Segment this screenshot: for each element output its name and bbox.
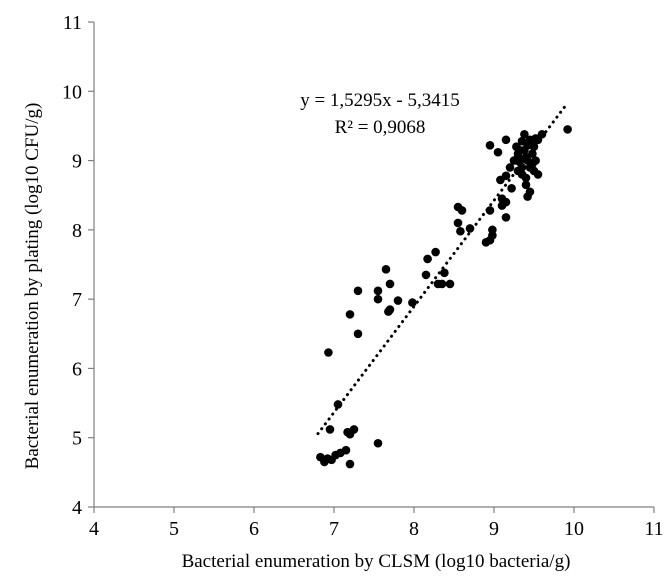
- data-point: [488, 231, 497, 240]
- axes: 4 5 6 7 8 9 10 11 4 5 6 7 8 9 10 11: [62, 12, 664, 540]
- y-tick-label: 6: [72, 358, 82, 380]
- x-tick-label: 10: [564, 518, 584, 540]
- data-point: [343, 427, 352, 437]
- data-point: [345, 310, 355, 319]
- data-point: [493, 147, 503, 157]
- x-tick-label: 9: [489, 518, 499, 540]
- x-tick-label: 6: [249, 518, 259, 540]
- y-tick-label: 10: [62, 81, 82, 103]
- data-point: [325, 425, 335, 434]
- data-point: [457, 206, 467, 215]
- data-point: [513, 152, 523, 162]
- data-point: [373, 286, 383, 296]
- x-axis-title: Bacterial enumeration by CLSM (log10 bac…: [182, 551, 571, 572]
- data-point: [353, 286, 363, 296]
- y-tick-label: 8: [72, 220, 82, 242]
- data-point: [485, 141, 495, 150]
- data-point: [529, 142, 539, 152]
- data-point: [423, 254, 432, 264]
- data-point: [345, 459, 355, 469]
- y-tick-label: 5: [72, 428, 82, 450]
- data-point: [521, 180, 531, 190]
- data-point: [456, 226, 465, 236]
- x-tick-label: 5: [169, 518, 179, 540]
- data-point: [501, 213, 511, 222]
- data-point: [437, 279, 447, 289]
- data-point: [507, 183, 516, 193]
- data-point: [531, 156, 540, 165]
- data-point: [431, 247, 440, 257]
- x-tick-label: 11: [644, 518, 663, 540]
- data-point: [408, 298, 417, 307]
- data-point: [523, 192, 532, 201]
- y-axis-title: Bacterial enumeration by plating (log10 …: [22, 103, 43, 470]
- data-point: [517, 163, 527, 172]
- data-point: [533, 170, 543, 179]
- data-point: [381, 265, 391, 274]
- data-point: [465, 224, 475, 233]
- y-tick-label: 9: [72, 151, 82, 173]
- trendline-equation: y = 1,5295x - 5,3415: [300, 90, 460, 111]
- x-tick-label: 8: [409, 518, 419, 540]
- y-tick-label: 4: [72, 497, 82, 519]
- data-point: [421, 270, 431, 280]
- data-point: [373, 438, 383, 448]
- data-point: [333, 400, 343, 409]
- data-point: [384, 307, 393, 316]
- data-point: [323, 454, 332, 463]
- data-point: [453, 218, 463, 228]
- data-point: [393, 296, 403, 305]
- data-point: [501, 171, 511, 181]
- data-point: [537, 129, 547, 139]
- x-tick-label: 4: [89, 518, 99, 540]
- data-point: [485, 206, 495, 215]
- data-point: [373, 294, 383, 304]
- r-squared-label: R² = 0,9068: [335, 117, 426, 138]
- data-point: [517, 170, 527, 179]
- data-point: [440, 268, 449, 278]
- data-point: [341, 445, 351, 455]
- points-group: [316, 125, 572, 469]
- data-point: [520, 129, 529, 139]
- data-point: [445, 279, 455, 289]
- y-tick-label: 11: [63, 12, 82, 34]
- data-point: [353, 329, 363, 339]
- data-point: [505, 163, 515, 172]
- data-point: [324, 348, 333, 357]
- data-point: [515, 145, 524, 155]
- data-point: [501, 135, 511, 145]
- x-tick-label: 7: [329, 518, 339, 540]
- data-point: [528, 149, 537, 158]
- data-point: [563, 125, 572, 134]
- y-tick-label: 7: [72, 289, 82, 311]
- data-point: [497, 194, 507, 203]
- data-point: [385, 279, 395, 289]
